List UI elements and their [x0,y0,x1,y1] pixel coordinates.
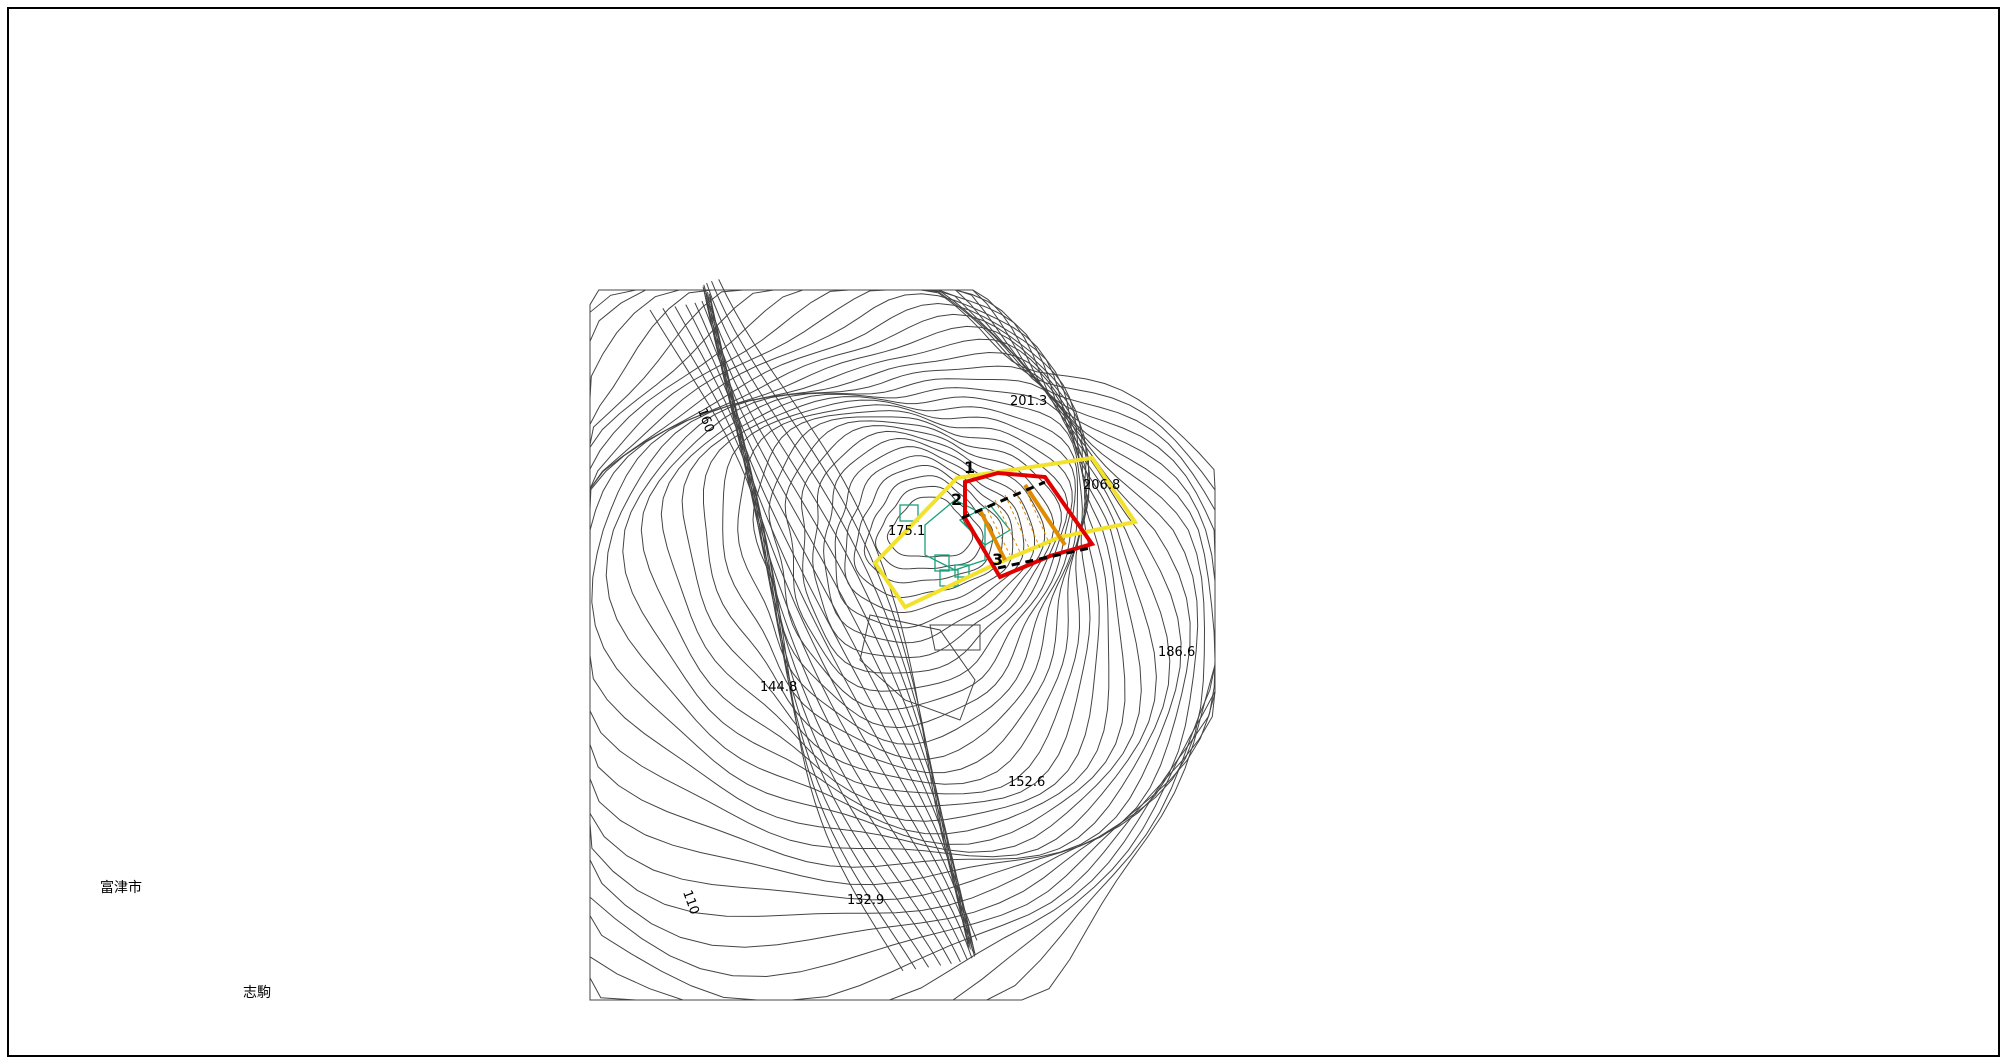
zone-orange-hatch [984,487,1051,556]
boundary-point-label: 1 [964,458,976,477]
contour-line [711,281,973,943]
contour-line [703,284,969,946]
contour-line [703,396,1083,774]
spot-height-label: 206.8 [1083,478,1121,493]
contour-line [707,291,975,953]
contour-lines [589,289,1216,1001]
zone-orange-edge [978,509,1007,561]
building-outlines [899,499,1011,587]
contour-line [853,465,1004,599]
zone-outer-yellow [872,455,1139,610]
contour-line [681,387,1087,785]
spot-height-label: 152.6 [1008,775,1046,790]
contour-line [834,446,1025,629]
spot-height-label: 175.1 [888,524,926,539]
contour-line [737,404,1076,745]
spot-height-label: 186.6 [1158,645,1196,660]
contour-line [709,295,976,957]
contour-line [752,410,1073,729]
contour-line [823,437,1035,644]
contour-line [591,325,1126,845]
place-name-futtsu: 富津市 [100,880,142,896]
contour-line [706,282,970,945]
contour-line [589,289,1216,1001]
contour-line [605,338,1110,835]
contour-line [722,399,1079,760]
terrace-outlines [859,614,981,721]
contour-lines-secondary [649,279,978,972]
spot-height-label: 201.3 [1010,394,1048,409]
contour-line [800,425,1055,674]
contour-line [706,299,968,961]
zone-red-boundary [963,470,1096,580]
contour-line [703,288,971,950]
dashed-boundary-line [961,480,1046,520]
contour-line [589,289,1191,901]
contour-line [702,286,970,948]
dashed-boundary-line-2 [997,546,1091,570]
contour-line [589,293,1171,868]
contour-line [589,302,1157,858]
map-frame [7,7,2000,1057]
contour-line [649,309,904,972]
zone-orange-edge-2 [1023,483,1067,547]
contour-line [701,300,961,963]
spot-height-label: 132.9 [847,893,885,908]
place-name-shikoma: 志駒 [243,985,271,1001]
contour-line [874,485,984,570]
contour-line [660,378,1090,795]
spot-height-label: 144.8 [760,680,798,695]
contour-line [784,420,1062,692]
boundary-point-label: 2 [951,490,963,509]
boundary-point-label: 3 [992,550,1004,569]
contour-line [589,289,1182,886]
contour-line [622,351,1100,822]
contour-line [812,430,1046,659]
contour-line [718,279,978,941]
